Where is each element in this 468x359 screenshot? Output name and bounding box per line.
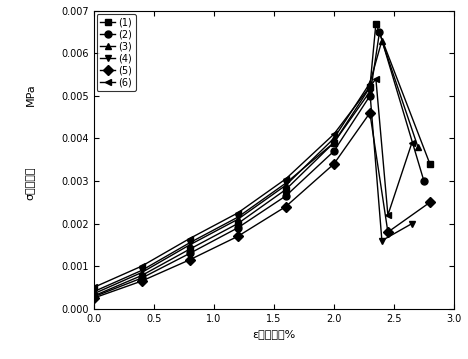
Text: MPa: MPa: [26, 83, 36, 106]
(5): [139, 279, 145, 283]
(5): [235, 234, 241, 238]
(4): [409, 222, 415, 226]
(2): [91, 295, 96, 299]
(1): [91, 294, 96, 298]
Line: (4): (4): [90, 88, 416, 295]
(2): [235, 226, 241, 230]
(4): [91, 290, 96, 294]
(4): [379, 238, 385, 243]
(4): [187, 241, 192, 245]
(3): [415, 145, 421, 149]
(5): [427, 200, 433, 205]
(3): [379, 38, 385, 43]
(3): [367, 81, 373, 85]
(3): [331, 136, 336, 141]
(5): [331, 162, 336, 166]
(3): [235, 217, 241, 222]
(1): [427, 162, 433, 166]
(1): [235, 222, 241, 226]
(6): [187, 236, 192, 241]
(1): [373, 22, 379, 26]
(2): [139, 276, 145, 280]
(3): [139, 270, 145, 275]
Line: (5): (5): [90, 109, 433, 302]
(3): [91, 292, 96, 296]
(5): [385, 230, 391, 234]
(4): [331, 141, 336, 145]
(4): [235, 215, 241, 219]
X-axis label: ε（应变）%: ε（应变）%: [252, 329, 295, 339]
(2): [187, 251, 192, 256]
Line: (1): (1): [90, 20, 433, 299]
(4): [283, 181, 289, 185]
(6): [409, 141, 415, 145]
(2): [367, 94, 373, 98]
(1): [283, 187, 289, 192]
Text: σ（应力）: σ（应力）: [26, 167, 36, 200]
(3): [187, 243, 192, 247]
(5): [91, 296, 96, 300]
(2): [421, 179, 427, 183]
(6): [385, 213, 391, 217]
Legend: (1), (2), (3), (4), (5), (6): (1), (2), (3), (4), (5), (6): [96, 14, 136, 91]
(1): [139, 274, 145, 278]
(2): [331, 149, 336, 153]
(2): [377, 30, 382, 34]
(3): [283, 183, 289, 187]
Line: (6): (6): [90, 75, 416, 291]
(6): [139, 264, 145, 268]
(6): [91, 285, 96, 290]
(1): [331, 141, 336, 145]
(1): [367, 85, 373, 89]
Line: (3): (3): [90, 37, 421, 297]
(6): [331, 132, 336, 136]
(6): [235, 211, 241, 215]
(2): [283, 194, 289, 198]
Line: (2): (2): [90, 29, 427, 300]
(1): [187, 247, 192, 251]
(5): [283, 204, 289, 209]
(6): [283, 177, 289, 181]
(6): [373, 77, 379, 81]
(5): [367, 111, 373, 115]
(5): [187, 258, 192, 262]
(4): [367, 89, 373, 94]
(4): [139, 268, 145, 272]
